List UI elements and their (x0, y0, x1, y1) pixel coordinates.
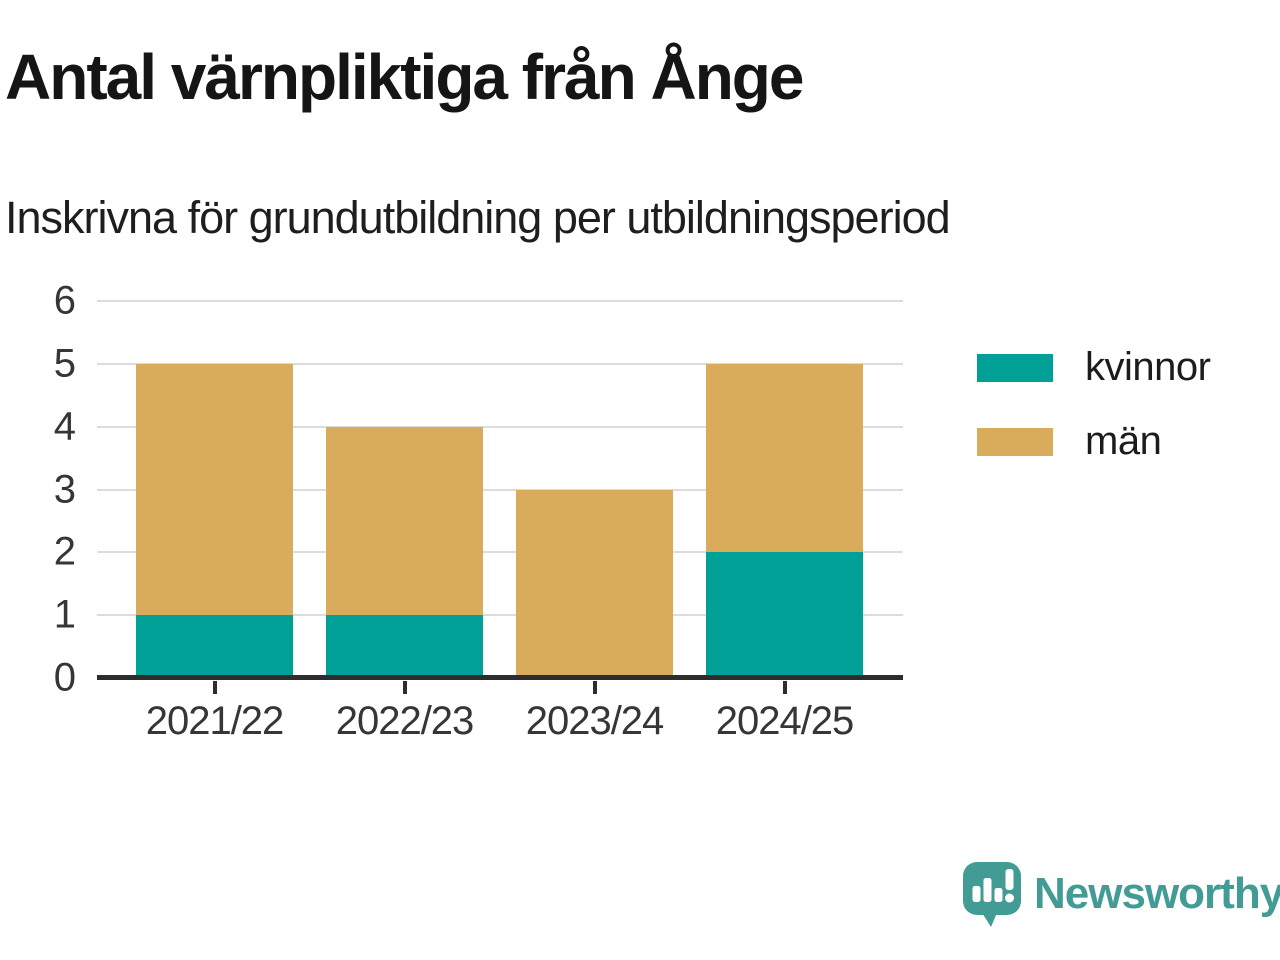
x-tick-label-2024/25: 2024/25 (715, 699, 855, 743)
plot-area (97, 300, 903, 680)
x-tick-2022/23 (402, 681, 407, 694)
x-tick-2024/25 (782, 681, 787, 694)
y-tick-label-6: 6 (53, 278, 76, 323)
legend-label-man: män (1085, 419, 1162, 463)
bar-segment-män-2024/25 (706, 363, 863, 553)
x-tick-2023/24 (592, 681, 597, 694)
y-tick-label-3: 3 (53, 467, 76, 511)
bar-segment-kvinnor-2022/23 (326, 615, 483, 678)
legend-swatch-man (977, 427, 1053, 456)
legend-item-man: män (977, 419, 1210, 464)
legend-swatch-kvinnor (977, 353, 1053, 382)
mini-bar-2 (983, 878, 992, 902)
bar-segment-män-2022/23 (326, 426, 483, 616)
gridline-6 (97, 300, 903, 302)
speech-bubble-tail (979, 908, 999, 927)
y-tick-label-4: 4 (53, 404, 76, 449)
x-tick-label-2023/24: 2023/24 (525, 699, 665, 743)
newsworthy-wordmark: Newsworthy (1034, 869, 1280, 918)
newsworthy-speech-bubble-chart-icon (963, 862, 1021, 927)
gridline-2 (97, 551, 903, 554)
chart-title: Antal värnpliktiga från Ånge (5, 41, 804, 113)
gridline-3 (97, 488, 903, 491)
y-tick-label-1: 1 (53, 592, 76, 637)
gridline-4 (97, 425, 903, 428)
legend-item-kvinnor: kvinnor (977, 345, 1211, 390)
exclamation-dot (1005, 893, 1014, 903)
gridline-1 (97, 614, 903, 617)
bar-segment-kvinnor-2021/22 (136, 615, 293, 678)
y-tick-label-5: 5 (53, 341, 76, 386)
x-axis-line (97, 675, 903, 680)
x-tick-label-2022/23: 2022/23 (335, 699, 475, 743)
legend-label-kvinnor: kvinnor (1085, 345, 1211, 389)
bar-segment-kvinnor-2024/25 (706, 552, 863, 678)
mini-bar-1 (972, 886, 981, 902)
x-tick-label-2021/22: 2021/22 (145, 699, 285, 743)
x-tick-2021/22 (212, 681, 217, 694)
y-tick-label-0: 0 (53, 655, 76, 700)
bar-segment-män-2023/24 (516, 489, 673, 678)
legend: kvinnor män (977, 345, 1211, 493)
y-tick-label-2: 2 (53, 529, 76, 574)
exclamation-stem (1005, 869, 1014, 890)
bar-segment-män-2021/22 (136, 363, 293, 616)
chart-subtitle: Inskrivna för grundutbildning per utbild… (5, 192, 951, 243)
mini-bar-3 (994, 888, 1003, 902)
gridline-5 (97, 362, 903, 365)
